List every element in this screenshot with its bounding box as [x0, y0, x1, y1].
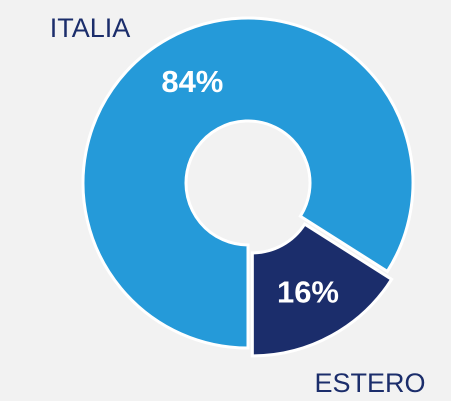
- donut-slice: [81, 16, 415, 350]
- category-label: ITALIA: [50, 13, 131, 43]
- value-label: 16%: [277, 274, 339, 309]
- donut-slice: [250, 222, 394, 358]
- value-label: 84%: [161, 64, 223, 99]
- category-label: ESTERO: [314, 368, 425, 398]
